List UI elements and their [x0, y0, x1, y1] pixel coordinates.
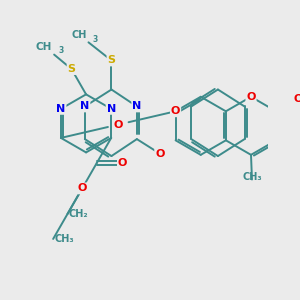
Text: O: O	[118, 158, 127, 168]
Text: 3: 3	[58, 46, 64, 55]
Text: CH₃: CH₃	[242, 172, 262, 182]
Text: N: N	[80, 101, 89, 112]
Text: N: N	[132, 101, 142, 112]
Text: N: N	[56, 104, 65, 114]
Text: O: O	[246, 92, 256, 102]
Text: S: S	[68, 64, 76, 74]
Text: CH₃: CH₃	[54, 234, 74, 244]
Text: CH: CH	[35, 42, 52, 52]
Text: O: O	[77, 183, 87, 194]
Text: O: O	[293, 94, 300, 104]
Text: O: O	[155, 148, 164, 159]
Text: O: O	[114, 120, 123, 130]
Text: S: S	[107, 56, 116, 65]
Text: 3: 3	[92, 34, 98, 43]
Text: CH₂: CH₂	[69, 209, 88, 219]
Text: O: O	[171, 106, 180, 116]
Text: CH: CH	[72, 30, 87, 40]
Text: N: N	[106, 104, 116, 114]
